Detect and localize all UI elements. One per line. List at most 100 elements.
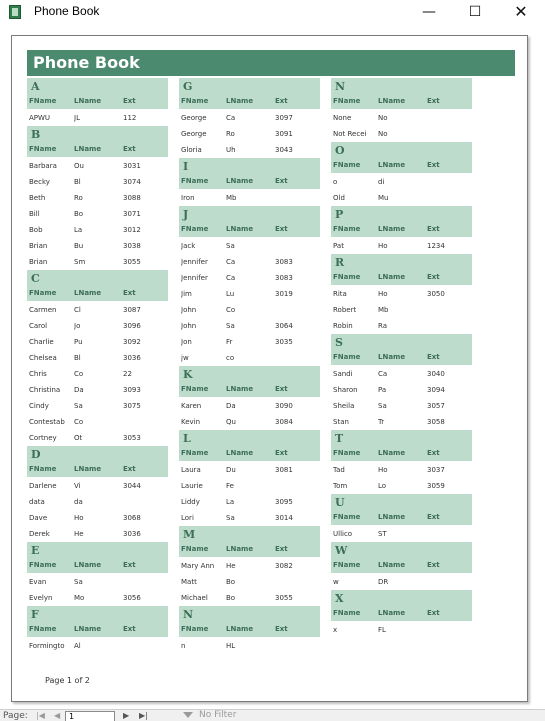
report-page: Phone Book A FName LName Ext APWU JL 112 B FName…	[11, 35, 528, 702]
first-name-cell: x	[333, 626, 338, 634]
contact-row: Evan Sa	[27, 574, 168, 590]
extension-cell: 3057	[427, 402, 445, 410]
contact-row: Matt Bo	[179, 574, 320, 590]
first-name-cell: data	[29, 498, 45, 506]
column-header-ext: Ext	[427, 513, 440, 521]
last-name-cell: Bl	[74, 354, 81, 362]
group-header: G FName LName Ext	[179, 78, 320, 109]
extension-cell: 3071	[123, 210, 141, 218]
first-name-cell: Gloria	[181, 146, 202, 154]
group-letter: F	[31, 608, 39, 621]
last-name-cell: HL	[226, 642, 236, 650]
last-page-button[interactable]: ▶|	[139, 711, 148, 720]
contact-row: Brian Sm 3055	[27, 254, 168, 270]
column-header-lname: LName	[378, 609, 406, 617]
extension-cell: 3031	[123, 162, 141, 170]
last-name-cell: Ra	[378, 322, 387, 330]
last-name-cell: Mb	[378, 306, 389, 314]
column-header-fname: FName	[181, 177, 209, 185]
column-header-fname: FName	[333, 353, 361, 361]
first-name-cell: Beth	[29, 194, 46, 202]
close-button[interactable]: ✕	[514, 2, 528, 21]
first-name-cell: Laura	[181, 466, 201, 474]
first-name-cell: Robin	[333, 322, 353, 330]
last-name-cell: Bl	[74, 178, 81, 186]
column-header-fname: FName	[29, 145, 57, 153]
group-header: M FName LName Ext	[179, 526, 320, 557]
column-header-lname: LName	[378, 97, 406, 105]
group-letter: B	[31, 128, 41, 141]
extension-cell: 3095	[275, 498, 293, 506]
first-page-button[interactable]: |◀	[36, 711, 45, 720]
last-name-cell: Sa	[74, 578, 83, 586]
first-name-cell: Michael	[181, 594, 208, 602]
no-filter-button[interactable]: No Filter	[199, 710, 237, 720]
group-letter: R	[335, 256, 345, 269]
column-header-lname: LName	[378, 225, 406, 233]
group-letter: P	[335, 208, 344, 221]
column-header-lname: LName	[226, 177, 254, 185]
column-header-fname: FName	[29, 97, 57, 105]
column-header-ext: Ext	[275, 625, 288, 633]
contact-row: Michael Bo 3055	[179, 590, 320, 606]
extension-cell: 3036	[123, 530, 141, 538]
contact-row: Cortney Ot 3053	[27, 430, 168, 446]
last-name-cell: Mb	[226, 194, 237, 202]
report-column-3: N FName LName Ext None No Not Recei No O FName LNa…	[331, 78, 472, 638]
next-page-button[interactable]: ▶	[123, 711, 130, 720]
last-name-cell: Sa	[226, 514, 235, 522]
last-name-cell: He	[74, 530, 84, 538]
column-header-ext: Ext	[275, 225, 288, 233]
first-name-cell: n	[181, 642, 186, 650]
last-name-cell: ST	[378, 530, 387, 538]
group-header: I FName LName Ext	[179, 158, 320, 189]
first-name-cell: Cindy	[29, 402, 49, 410]
contact-row: Tom Lo 3059	[331, 478, 472, 494]
extension-cell: 3081	[275, 466, 293, 474]
last-name-cell: Bo	[226, 594, 236, 602]
column-header-lname: LName	[74, 289, 102, 297]
extension-cell: 3090	[275, 402, 293, 410]
filter-icon	[183, 712, 193, 718]
previous-page-button[interactable]: ◀	[54, 711, 61, 720]
column-header-lname: LName	[74, 561, 102, 569]
last-name-cell: Bu	[74, 242, 84, 250]
column-header-ext: Ext	[275, 545, 288, 553]
first-name-cell: Becky	[29, 178, 50, 186]
column-header-lname: LName	[378, 353, 406, 361]
first-name-cell: Sharon	[333, 386, 358, 394]
last-name-cell: Sa	[378, 402, 387, 410]
first-name-cell: Chelsea	[29, 354, 57, 362]
contact-row: Ullico ST	[331, 526, 472, 542]
group-letter: K	[183, 368, 193, 381]
column-header-lname: LName	[226, 97, 254, 105]
column-header-ext: Ext	[427, 97, 440, 105]
extension-cell: 3074	[123, 178, 141, 186]
contact-row: Sheila Sa 3057	[331, 398, 472, 414]
last-name-cell: Pu	[74, 338, 83, 346]
first-name-cell: Old	[333, 194, 345, 202]
contact-row: Mary Ann He 3082	[179, 558, 320, 574]
minimize-button[interactable]: —	[422, 4, 436, 20]
last-name-cell: di	[378, 178, 385, 186]
contact-row: data da	[27, 494, 168, 510]
maximize-button[interactable]: ☐	[468, 4, 482, 20]
extension-cell: 3044	[123, 482, 141, 490]
first-name-cell: Karen	[181, 402, 202, 410]
last-name-cell: Ho	[378, 466, 388, 474]
column-header-ext: Ext	[275, 177, 288, 185]
column-header-ext: Ext	[123, 465, 136, 473]
page-number-input[interactable]: 1	[65, 711, 115, 721]
column-header-ext: Ext	[123, 145, 136, 153]
record-navigation-bar: Page: |◀ ◀ 1 ▶ ▶| No Filter	[0, 709, 545, 721]
column-header-fname: FName	[333, 161, 361, 169]
extension-cell: 3059	[427, 482, 445, 490]
contact-row: None No	[331, 110, 472, 126]
contact-row: x FL	[331, 622, 472, 638]
first-name-cell: Jim	[181, 290, 192, 298]
last-name-cell: La	[226, 498, 235, 506]
last-name-cell: Sa	[74, 402, 83, 410]
last-name-cell: JL	[74, 114, 80, 122]
first-name-cell: Brian	[29, 258, 48, 266]
contact-row: Pat Ho 1234	[331, 238, 472, 254]
